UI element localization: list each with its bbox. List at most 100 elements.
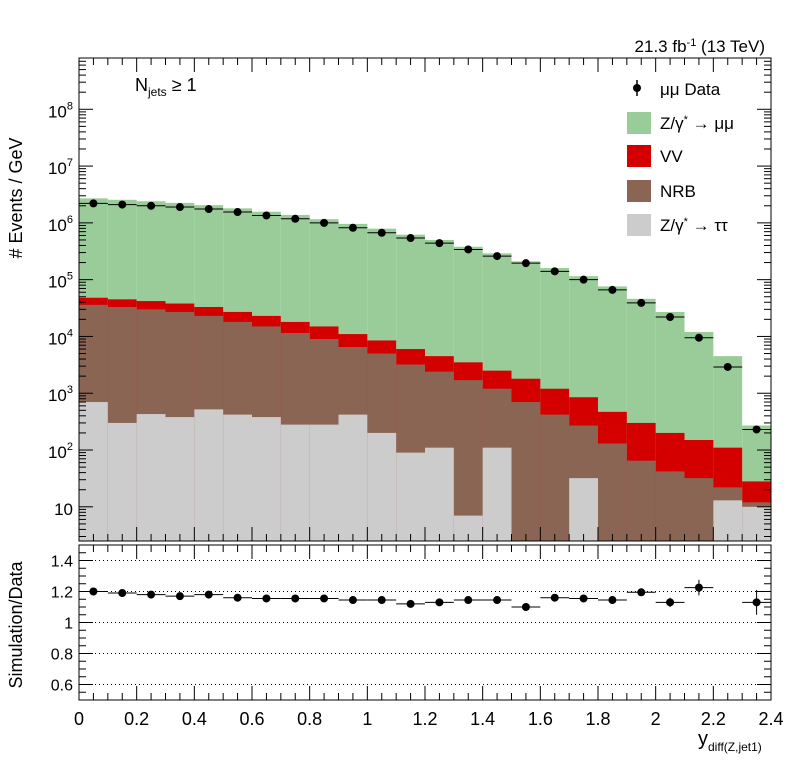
ratio-point — [320, 594, 329, 603]
bar-tautau — [280, 424, 310, 541]
ratio-point — [694, 583, 703, 592]
bar-tautau — [338, 414, 368, 541]
data-point — [579, 275, 588, 284]
x-tick-label: 0.2 — [124, 709, 149, 729]
bar-nrb — [655, 471, 685, 541]
ratio-y-axis-label: Simulation/Data — [6, 560, 26, 688]
data-point — [493, 252, 502, 261]
x-tick-label: 2 — [651, 709, 661, 729]
ratio-point — [464, 596, 473, 605]
bar-tautau — [309, 424, 339, 541]
bar-nrb — [453, 380, 483, 541]
bar-tautau — [252, 417, 281, 541]
legend-nrb-swatch — [627, 180, 651, 202]
ratio-point — [147, 590, 156, 599]
main-plot: 10 102 103 104 105 106 107 108 — [48, 57, 772, 542]
legend-vv-label: VV — [660, 147, 683, 166]
ratio-point — [637, 588, 646, 597]
x-tick-label: 1.8 — [585, 709, 610, 729]
y-tick-label: 105 — [48, 271, 73, 292]
legend-zmumu-label: Z/γ* → μμ — [660, 114, 734, 133]
data-point — [666, 312, 675, 321]
ratio-point — [406, 599, 415, 608]
data-point — [752, 425, 761, 434]
bar-tautau — [367, 432, 397, 541]
bar-tautau — [136, 414, 166, 541]
data-point — [377, 228, 386, 237]
ratio-point — [348, 596, 357, 605]
bar-nrb — [684, 478, 714, 541]
bar-tautau — [194, 409, 224, 541]
x-tick-label: 0.4 — [182, 709, 207, 729]
ratio-point — [262, 594, 271, 603]
x-tick-label: 0.8 — [297, 709, 322, 729]
legend-zmumu-swatch — [627, 112, 651, 134]
bar-tautau — [107, 422, 137, 541]
data-point — [694, 333, 703, 342]
x-tick-label: 2.2 — [701, 709, 726, 729]
bar-nrb — [626, 460, 656, 541]
y-tick-label: 102 — [48, 441, 73, 462]
data-point — [406, 234, 415, 243]
ratio-point — [608, 596, 617, 605]
bar-nrb — [511, 402, 541, 541]
ratio-plot: 0.6 0.8 1 1.2 1.4 0 0.2 0.4 0.6 0.8 1 1.2 1.4 1.6 1.8 2… — [51, 544, 784, 729]
legend-tautau-swatch — [627, 214, 651, 236]
ratio-y-tick-label: 0.6 — [51, 678, 73, 695]
ratio-point — [666, 598, 675, 607]
legend-vv-swatch — [627, 145, 651, 167]
ratio-y-tick-label: 0.8 — [51, 647, 73, 664]
selection-label: Njets ≥ 1 — [135, 75, 197, 99]
data-point — [435, 239, 444, 248]
bar-tautau — [569, 478, 598, 541]
ratio-point — [377, 596, 386, 605]
x-tick-label: 0 — [74, 709, 84, 729]
x-tick-label: 1 — [362, 709, 372, 729]
y-tick-label: 104 — [48, 327, 73, 348]
data-point — [521, 259, 530, 268]
bar-tautau — [396, 452, 425, 541]
x-tick-label: 1.2 — [412, 709, 437, 729]
ratio-point — [435, 598, 444, 607]
data-point — [204, 205, 213, 214]
y-tick-label: 106 — [48, 214, 73, 235]
data-point — [723, 362, 732, 371]
x-tick-label: 0.6 — [239, 709, 264, 729]
bar-tautau — [223, 414, 252, 541]
ratio-point — [204, 590, 213, 599]
data-point — [348, 223, 357, 232]
ratio-point — [550, 593, 559, 602]
data-point — [118, 200, 127, 209]
ratio-point — [521, 603, 530, 611]
bar-tautau — [425, 447, 454, 541]
ratio-y-tick-label: 1.2 — [51, 585, 73, 602]
ratio-point — [233, 593, 242, 602]
x-axis-label: ydiff(Z,jet1) — [698, 728, 762, 754]
x-tick-label: 2.4 — [758, 709, 783, 729]
x-tick-label: 1.4 — [470, 709, 495, 729]
data-point — [262, 211, 271, 220]
y-tick-label: 103 — [48, 384, 73, 405]
bar-tautau — [165, 417, 195, 541]
data-point — [637, 298, 646, 307]
ratio-y-tick-label: 1.4 — [51, 554, 73, 571]
legend-data-label: μμ Data — [660, 80, 721, 99]
legend-tautau-label: Z/γ* → ττ — [660, 216, 728, 235]
data-point — [175, 203, 184, 212]
data-point — [291, 214, 300, 223]
ratio-point — [752, 598, 761, 607]
y-tick-label: 10 — [54, 500, 73, 519]
ratio-point — [175, 592, 184, 601]
ratio-point — [493, 596, 502, 605]
data-point — [320, 218, 329, 227]
bar-tautau — [79, 402, 108, 541]
legend: μμ Data Z/γ* → μμ VV NRB Z/γ* → ττ — [627, 80, 734, 236]
ratio-y-tick-label: 1 — [64, 616, 73, 633]
data-point — [147, 201, 156, 210]
data-point — [233, 208, 242, 217]
legend-nrb-label: NRB — [660, 182, 696, 201]
y-tick-label: 108 — [48, 100, 73, 121]
x-tick-label: 1.6 — [528, 709, 553, 729]
data-point — [550, 267, 559, 276]
data-point — [608, 285, 617, 294]
